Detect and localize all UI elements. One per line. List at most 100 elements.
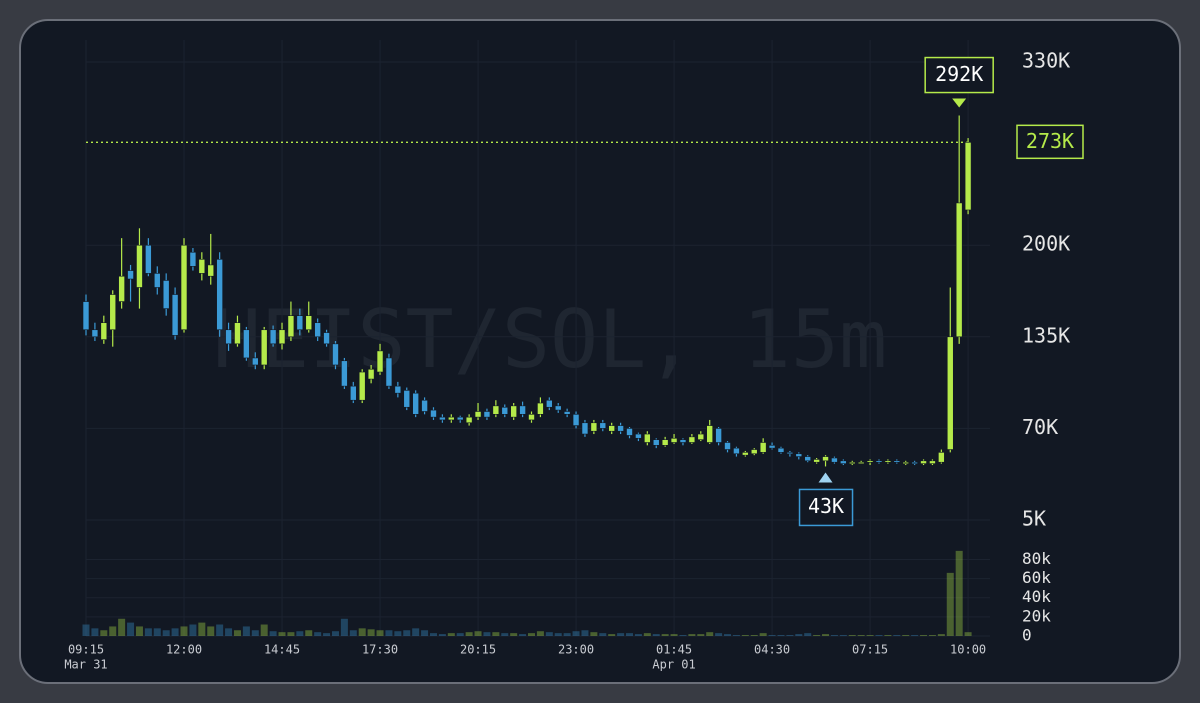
volume-bar xyxy=(260,624,268,636)
candle-body xyxy=(314,322,321,338)
candle-body xyxy=(145,244,152,274)
candle-body xyxy=(822,456,829,462)
watermark-title: HEIST/SOL, 15m xyxy=(213,293,887,386)
candle-body xyxy=(563,411,571,415)
volume-bar xyxy=(679,635,687,636)
candle-body xyxy=(376,350,384,373)
x-tick-label: 07:15 xyxy=(852,643,888,657)
volume-bar xyxy=(554,633,562,636)
volume-bar xyxy=(118,618,126,636)
candle-body xyxy=(670,437,678,443)
y-tick-label: 135K xyxy=(1022,323,1070,347)
volume-bar xyxy=(189,624,197,636)
volume-bar xyxy=(777,635,785,636)
candle-body xyxy=(394,385,402,394)
volume-bar xyxy=(278,632,286,636)
candle-body xyxy=(884,460,892,463)
candle-body xyxy=(198,258,206,274)
candle-body xyxy=(644,433,651,443)
x-tick-label: 14:45 xyxy=(264,643,300,657)
candle-body xyxy=(679,439,687,443)
volume-bar xyxy=(216,624,224,636)
candle-body xyxy=(955,202,963,338)
candle-body xyxy=(893,460,901,463)
volume-bar xyxy=(403,630,411,636)
candle-body xyxy=(661,439,669,446)
candle-body xyxy=(929,460,936,464)
candle-body xyxy=(225,329,232,345)
volume-bar xyxy=(233,630,241,636)
candle-body xyxy=(840,460,847,464)
candle-body xyxy=(430,409,437,418)
candle-body xyxy=(813,459,820,463)
candle-body xyxy=(421,399,428,412)
volume-bar xyxy=(634,634,642,636)
volume-bar xyxy=(349,630,357,636)
volume-bar xyxy=(198,622,206,636)
candle-body xyxy=(964,142,972,211)
high-marker xyxy=(952,98,967,108)
volume-bar xyxy=(884,635,892,636)
volume-bar xyxy=(225,628,233,636)
x-tick-label: 01:45 xyxy=(656,643,692,657)
volume-bar xyxy=(902,635,910,636)
volume-tick-label: 20k xyxy=(1022,606,1051,625)
volume-bar xyxy=(839,635,847,636)
volume-bar xyxy=(937,634,945,636)
candle-body xyxy=(546,399,553,408)
x-tick-label: 10:00 xyxy=(950,643,986,657)
volume-bar xyxy=(670,634,678,636)
candle-body xyxy=(786,452,794,455)
card xyxy=(19,19,1181,684)
volume-bar xyxy=(429,633,437,636)
volume-bar xyxy=(109,626,117,636)
volume-bar xyxy=(928,635,936,636)
y-tick-label: 70K xyxy=(1022,415,1058,439)
candle-body xyxy=(492,405,500,415)
volume-bar xyxy=(741,635,749,636)
candle-body xyxy=(323,332,330,345)
volume-bar xyxy=(519,634,527,636)
volume-bar xyxy=(822,634,830,636)
volume-tick-label: 80k xyxy=(1022,549,1051,568)
volume-bar xyxy=(786,635,794,636)
volume-bar xyxy=(732,635,740,636)
volume-bar xyxy=(456,633,464,636)
candle-body xyxy=(385,357,393,387)
volume-bar xyxy=(795,634,803,636)
volume-bar xyxy=(144,628,152,636)
candle-body xyxy=(412,392,419,415)
candle-body xyxy=(251,357,259,366)
candle-body xyxy=(866,460,874,463)
volume-bar xyxy=(911,635,919,636)
candle-body xyxy=(590,422,598,432)
volume-bar xyxy=(269,631,277,636)
candle-body xyxy=(243,329,250,359)
candle-body xyxy=(626,428,633,436)
volume-bar xyxy=(510,633,518,636)
volume-bar xyxy=(358,628,366,636)
volume-bar xyxy=(100,630,108,636)
candle-body xyxy=(153,273,161,288)
volume-bar xyxy=(242,626,250,636)
candle-body xyxy=(938,452,945,463)
candle-body xyxy=(510,405,517,418)
candle-body xyxy=(456,416,464,421)
volume-bar xyxy=(643,633,651,636)
volume-bar xyxy=(893,635,901,636)
candle-body xyxy=(216,258,223,331)
candle-body xyxy=(804,456,812,462)
candle-body xyxy=(750,449,758,455)
y-tick-label: 200K xyxy=(1022,232,1070,256)
volume-bar xyxy=(367,629,375,636)
candle-body xyxy=(341,360,348,387)
volume-bar xyxy=(750,635,758,636)
volume-bar xyxy=(813,635,821,636)
candle-body xyxy=(554,405,562,411)
low-marker xyxy=(818,472,833,483)
candle-body xyxy=(305,315,313,331)
volume-bar xyxy=(581,630,589,636)
volume-bar xyxy=(759,633,767,636)
